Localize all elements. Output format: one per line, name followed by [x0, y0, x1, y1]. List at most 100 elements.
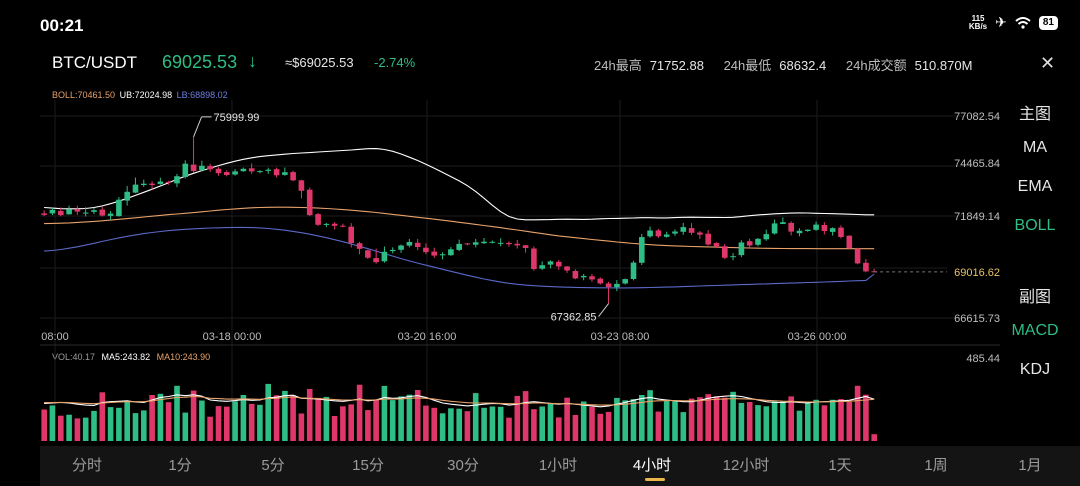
volume-bar: [448, 408, 454, 441]
tab-12h[interactable]: 12小时: [722, 457, 770, 474]
volume-bar: [49, 405, 56, 441]
candle: [639, 237, 645, 263]
volume-bar: [389, 400, 396, 441]
tab-1w[interactable]: 1周: [924, 457, 948, 474]
candle: [763, 234, 770, 240]
tab-timeshare[interactable]: 分时: [71, 457, 102, 474]
volume-bar: [722, 397, 728, 441]
candle: [315, 214, 321, 225]
approx-price: ≈$69025.53: [285, 55, 354, 70]
high-label: 24h最高: [594, 58, 642, 73]
volume-bar: [763, 406, 770, 441]
side-main-chart[interactable]: 主图: [1018, 106, 1051, 123]
candle: [597, 278, 604, 284]
ma5-label: MA5:243.82: [101, 352, 151, 362]
volume-bar: [821, 405, 828, 441]
candle: [165, 181, 172, 183]
candle: [215, 168, 222, 174]
candle: [572, 271, 579, 279]
volume-ma5-line: [44, 394, 875, 408]
candle: [265, 169, 271, 171]
side-boll[interactable]: BOLL: [1014, 217, 1056, 234]
candle: [348, 226, 354, 243]
volume-bar: [788, 396, 794, 441]
candle: [248, 168, 255, 172]
volume-bar: [838, 399, 844, 441]
time-tick-label: 03-18 00:00: [203, 331, 262, 343]
volume-bar: [655, 411, 662, 441]
volume-bar: [796, 410, 803, 441]
candle: [705, 233, 711, 245]
side-sub-chart[interactable]: 副图: [1018, 289, 1051, 306]
tab-15m[interactable]: 15分: [352, 457, 384, 474]
candle: [547, 261, 554, 265]
candle: [306, 189, 313, 216]
candle: [622, 279, 628, 284]
volume-bar: [207, 416, 213, 441]
candle: [157, 181, 164, 184]
candle: [564, 266, 570, 271]
candle: [746, 241, 753, 246]
volume-bar: [66, 414, 72, 441]
candle: [116, 199, 122, 217]
candle: [829, 228, 836, 232]
volume-bar: [780, 401, 786, 441]
volume-bar: [506, 417, 512, 441]
volume-legend: VOL:40.17 MA5:243.82 MA10:243.90: [52, 352, 210, 362]
candle: [74, 209, 81, 212]
price-tick-label: 71849.14: [954, 211, 1000, 223]
tab-4h[interactable]: 4小时: [632, 457, 672, 474]
pair-name[interactable]: BTC/USDT: [52, 53, 137, 72]
airplane-icon: ✈: [995, 14, 1007, 30]
volume-bar: [306, 389, 313, 441]
candle: [539, 265, 545, 269]
candle: [697, 232, 703, 235]
candle: [132, 184, 139, 193]
volume-bar: [273, 395, 280, 441]
kline-chart[interactable]: 77082.5474465.8471849.1469232.4366615.73…: [0, 0, 1080, 446]
tab-1mo[interactable]: 1月: [1018, 457, 1042, 474]
volume-bar: [713, 396, 720, 441]
candle: [82, 212, 89, 214]
time-tick-label: 03-20 16:00: [398, 331, 457, 343]
volume-bar: [373, 399, 379, 441]
volume-bar: [597, 413, 604, 441]
volume-tick-label: 485.44: [966, 353, 1000, 365]
tab-1d[interactable]: 1天: [828, 457, 852, 474]
volume-bar: [580, 401, 587, 441]
tab-1h[interactable]: 1小时: [538, 457, 578, 474]
tab-5m[interactable]: 5分: [261, 457, 285, 474]
candle: [522, 245, 529, 248]
candle: [722, 246, 728, 258]
volume-bar: [132, 413, 139, 441]
volume-bar: [547, 403, 554, 441]
status-bar: 00:21 115 KB/s ✈ 81: [0, 0, 1080, 44]
side-macd[interactable]: MACD: [1011, 322, 1059, 339]
candle: [672, 231, 678, 234]
side-ema[interactable]: EMA: [1017, 178, 1053, 195]
candle: [414, 242, 421, 247]
candle: [838, 227, 844, 237]
candle: [738, 242, 745, 256]
close-icon[interactable]: ✕: [1040, 53, 1056, 73]
candle: [589, 276, 595, 280]
volume-bar: [190, 390, 197, 441]
candle: [58, 210, 64, 216]
candle: [99, 209, 106, 216]
tab-1m[interactable]: 1分: [168, 457, 192, 474]
max-pointer: [193, 116, 203, 138]
candle: [190, 164, 197, 172]
tab-30m[interactable]: 30分: [447, 457, 479, 474]
volume-bar: [755, 405, 761, 441]
volume-bar: [497, 406, 504, 441]
candle: [41, 213, 47, 215]
volume-bar: [771, 400, 778, 441]
volume-bar: [472, 393, 479, 441]
side-ma[interactable]: MA: [1023, 139, 1047, 156]
volume-bar: [99, 392, 106, 441]
ma10-label: MA10:243.90: [156, 352, 211, 362]
candle: [531, 248, 537, 269]
side-kdj[interactable]: KDJ: [1019, 361, 1051, 378]
candle: [49, 209, 56, 214]
candle: [149, 183, 155, 185]
